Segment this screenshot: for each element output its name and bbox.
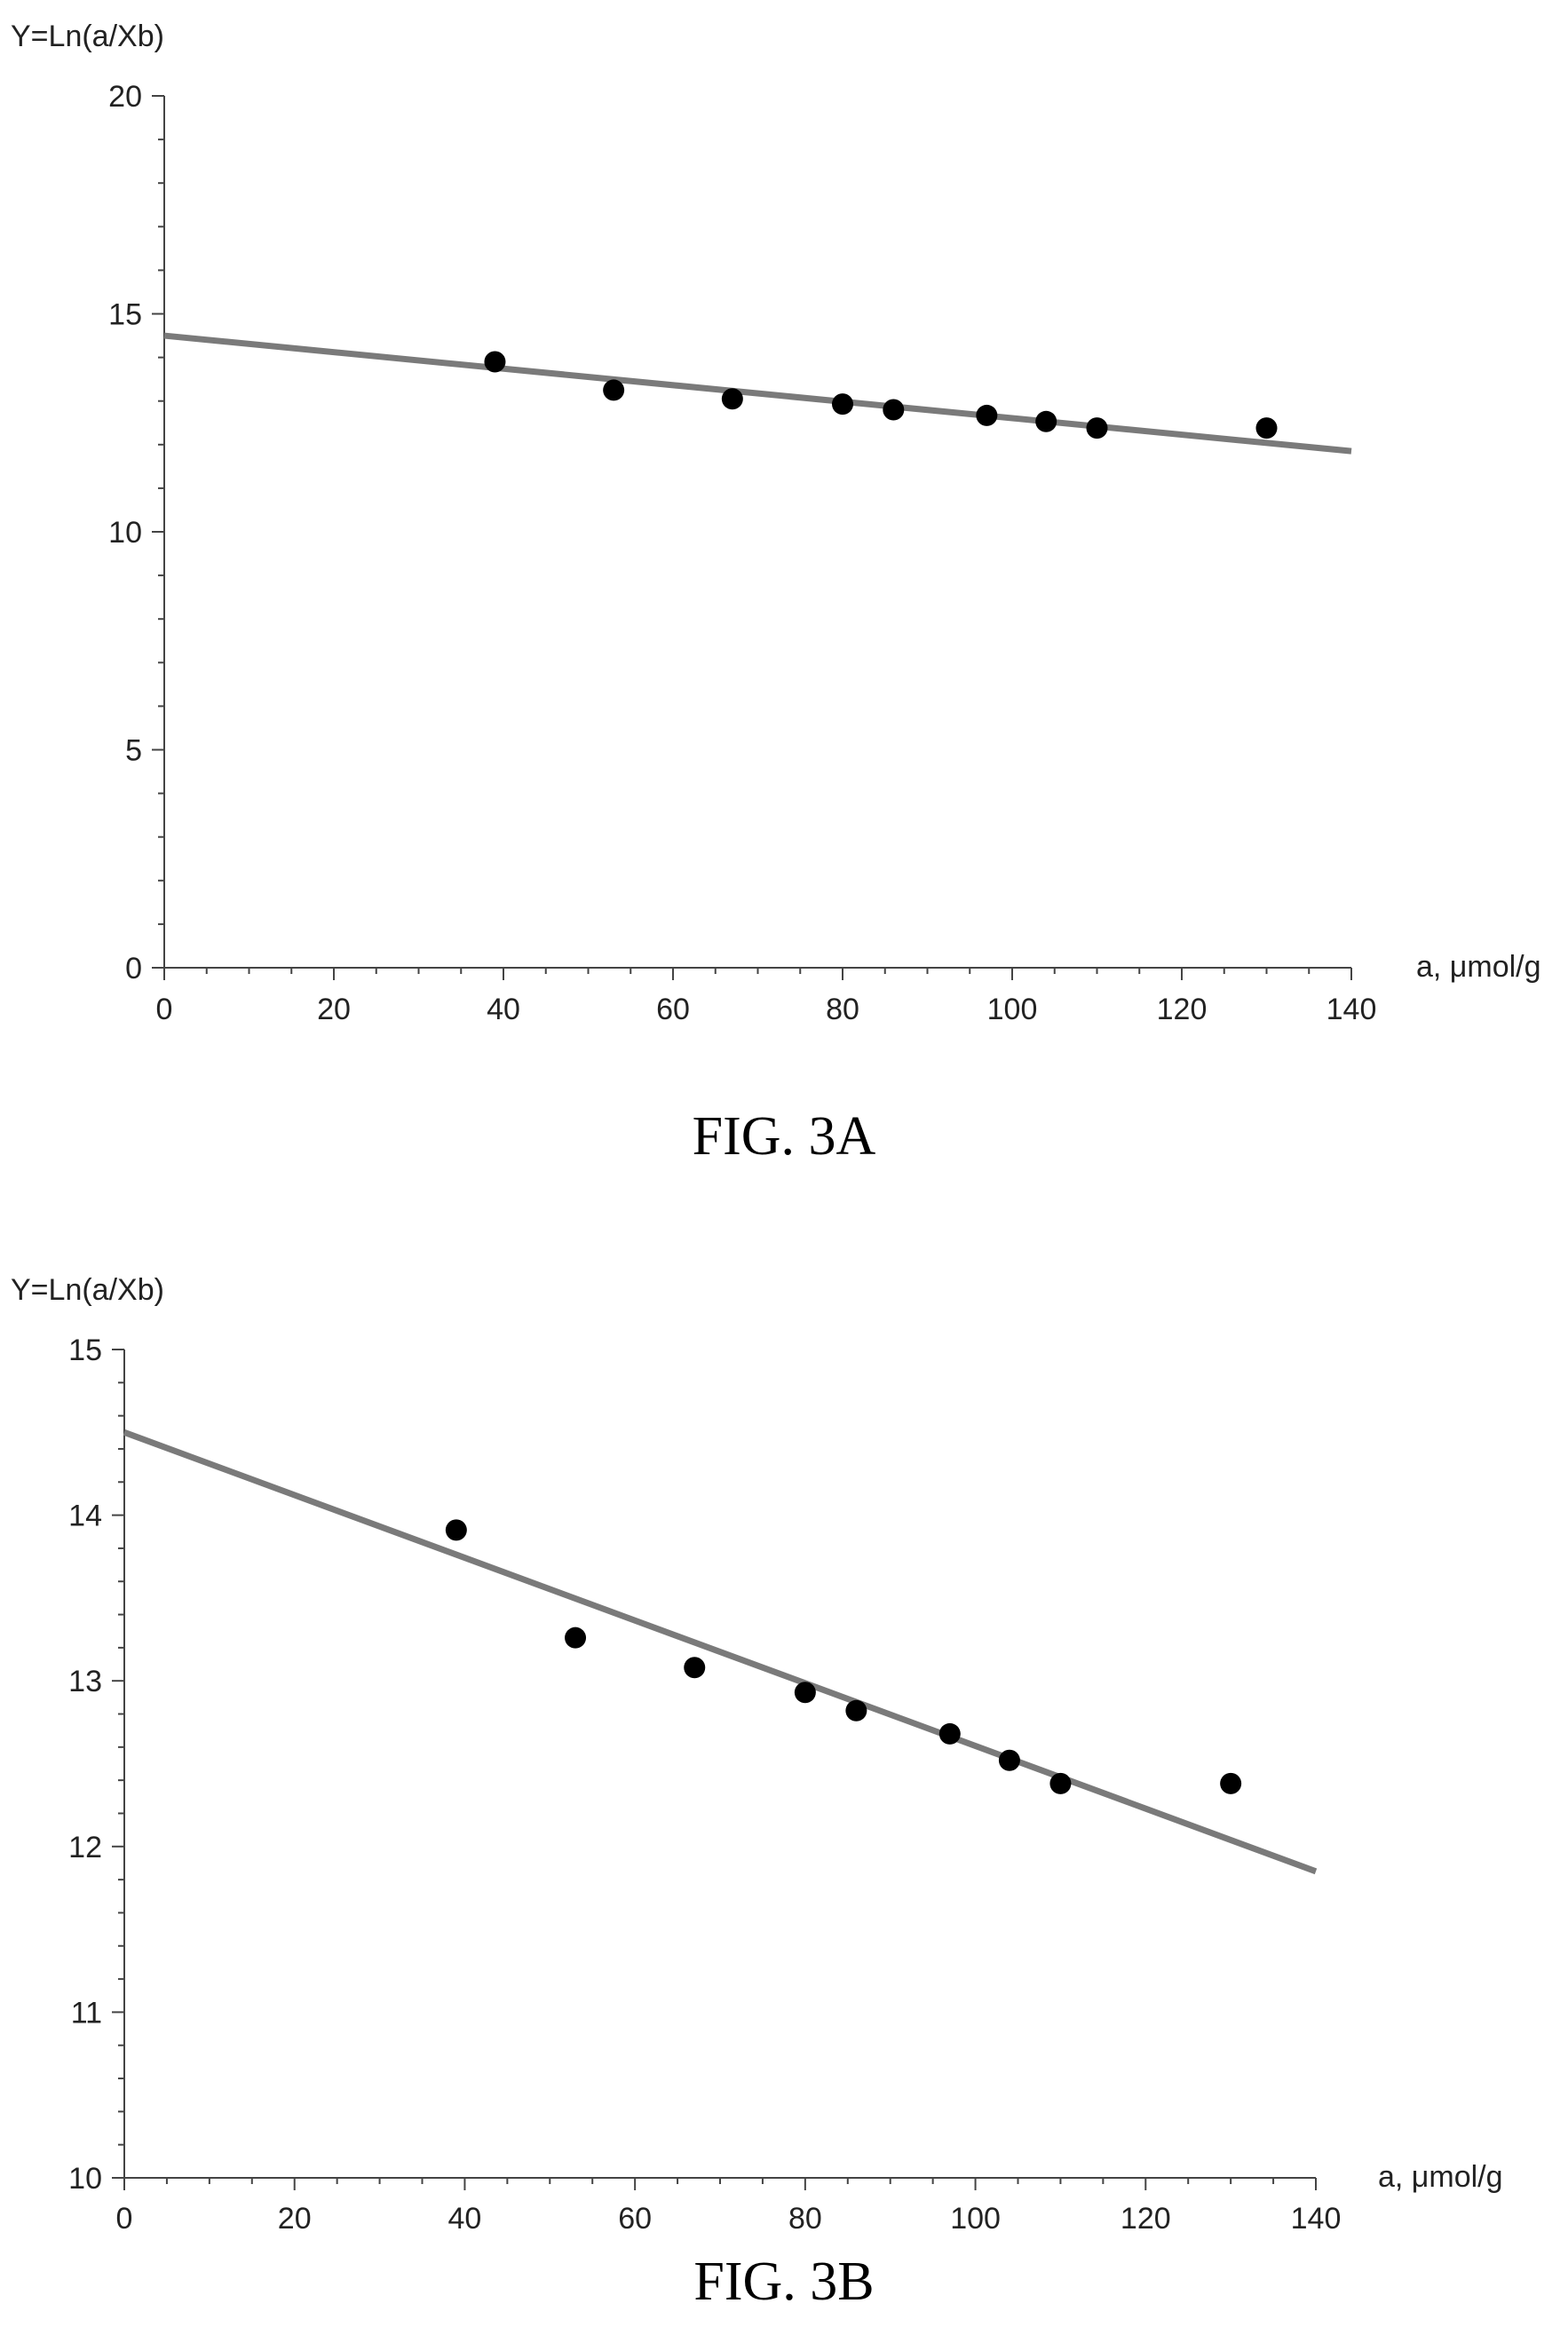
data-point [938,1722,961,1745]
y-tick-label: 5 [125,734,142,768]
x-tick-label: 60 [618,2202,652,2236]
x-tick-label: 20 [278,2202,312,2236]
y-tick-label: 15 [108,298,142,332]
x-tick-label: 0 [116,2202,133,2236]
chart-fig-3b: 0 20 40 60 80 100 120 140 10 11 12 13 14 15 Y=Ln(a/Xb)… [11,1273,1503,2312]
data-point [445,1519,467,1541]
x-tick-label: 80 [788,2202,822,2236]
y-tick-label: 20 [108,80,142,114]
y-axis-label: Y=Ln(a/Xb) [11,20,164,53]
x-tick-label: 20 [317,993,351,1026]
x-tick-label: 120 [1157,993,1208,1026]
data-point [1035,410,1057,432]
data-point [1255,417,1278,439]
y-tick-label: 0 [125,952,142,985]
data-point [794,1682,816,1704]
figure-caption: FIG. 3B [693,2252,874,2312]
data-point [976,404,998,426]
data-point [1086,417,1108,439]
y-tick-label: 15 [68,1334,102,1367]
x-tick-label: 0 [156,993,173,1026]
y-tick-label: 10 [68,2162,102,2196]
fit-line [163,332,1352,455]
figure-caption: FIG. 3A [693,1106,876,1167]
data-point [1220,1772,1242,1794]
data-point [1049,1772,1072,1794]
data-point [721,388,743,410]
y-tick-label: 12 [68,1831,102,1864]
data-point [684,1657,706,1679]
data-point [883,399,905,421]
fit-line [123,1429,1318,1875]
y-tick-label: 11 [71,1996,102,2030]
y-tick-label: 10 [108,516,142,550]
x-tick-label: 100 [987,993,1038,1026]
data-point [832,393,853,416]
y-tick-label: 13 [68,1665,102,1698]
data-point [845,1699,867,1722]
y-axis-label: Y=Ln(a/Xb) [11,1273,164,1307]
x-tick-label: 140 [1291,2202,1342,2236]
x-tick-label: 60 [656,993,690,1026]
x-tick-label: 100 [950,2202,1001,2236]
chart-fig-3a: 0 20 40 60 80 100 120 140 0 5 10 15 20 Y=Ln(a/Xb) a, μ… [11,20,1541,1167]
x-axis-label: a, μmol/g [1378,2160,1503,2194]
data-point [565,1627,587,1649]
data-point [484,351,506,373]
x-tick-label: 40 [448,2202,482,2236]
x-tick-label: 80 [826,993,859,1026]
data-point [998,1749,1020,1771]
y-tick-label: 14 [68,1500,102,1533]
x-tick-label: 120 [1121,2202,1171,2236]
x-tick-label: 140 [1326,993,1377,1026]
x-tick-label: 40 [487,993,520,1026]
data-point [603,379,625,401]
x-axis-label: a, μmol/g [1416,950,1541,984]
